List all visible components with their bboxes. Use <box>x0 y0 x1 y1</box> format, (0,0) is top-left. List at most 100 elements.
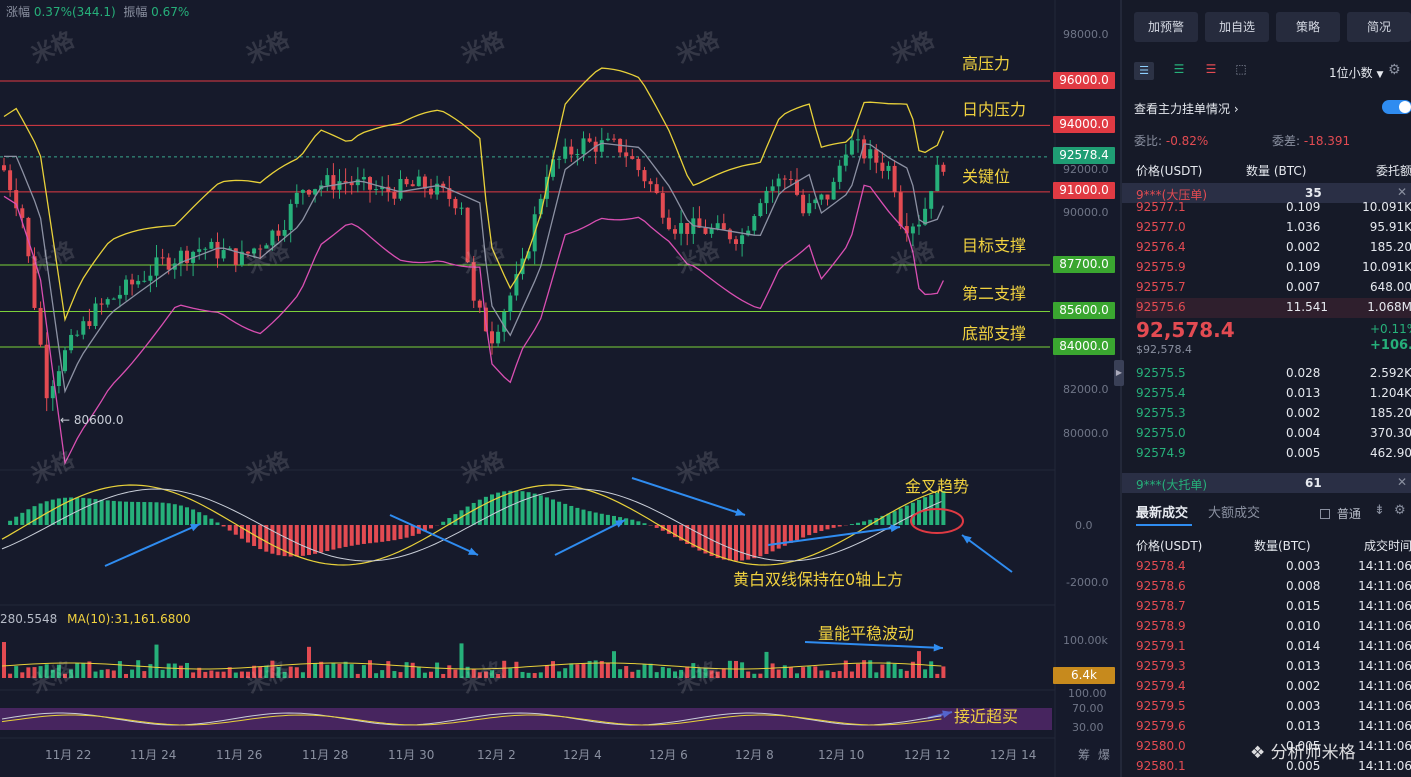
low-price-marker: ← 80600.0 <box>60 413 124 427</box>
trend-arrow <box>961 534 1013 573</box>
cell-price: 92579.3 <box>1136 659 1186 673</box>
macd-histogram-bar <box>288 525 293 557</box>
volume-bar <box>471 669 476 678</box>
active-tab-indicator <box>1136 524 1192 526</box>
volume-bar <box>453 669 458 678</box>
depth-toggle[interactable] <box>1382 100 1411 114</box>
annotation-macd-note: 黄白双线保持在0轴上方 <box>733 570 904 589</box>
trade-row[interactable]: 92578.4 0.003 14:11:06 <box>1136 557 1411 577</box>
volume-bar <box>14 666 19 678</box>
cell-value: 14:11:06 <box>1358 659 1411 673</box>
trade-row[interactable]: 92580.1 0.005 14:11:06 <box>1136 757 1411 777</box>
trade-row[interactable]: 92579.6 0.013 14:11:06 <box>1136 717 1411 737</box>
header-amount[interactable]: 数量 (BTC) <box>1246 164 1307 178</box>
close-icon[interactable]: ✕ <box>1396 475 1407 489</box>
trade-header-amount[interactable]: 数量(BTC) <box>1254 539 1311 553</box>
trade-row[interactable]: 92580.0 0.005 14:11:06 <box>1136 737 1411 757</box>
collapse-panel-handle[interactable]: ▶ <box>1114 360 1124 386</box>
trade-row[interactable]: 92579.4 0.002 14:11:06 <box>1136 677 1411 697</box>
arrow-head <box>890 524 900 533</box>
settings-icon[interactable]: ⚙ <box>1394 503 1406 518</box>
trade-row[interactable]: 92579.3 0.013 14:11:06 <box>1136 657 1411 677</box>
chart-canvas[interactable] <box>0 0 1120 777</box>
add-watchlist-button[interactable]: 加自选 <box>1205 12 1269 42</box>
candle-body <box>746 230 751 236</box>
book-asks-icon[interactable]: ☰ <box>1205 62 1217 76</box>
trade-row[interactable]: 92578.9 0.010 14:11:06 <box>1136 617 1411 637</box>
bid-row[interactable]: 92575.3 0.002 185.20 <box>1136 404 1411 424</box>
macd-histogram-bar <box>673 525 677 538</box>
book-layout-icon[interactable]: ⬚ <box>1235 62 1247 76</box>
volume-bar <box>502 660 507 678</box>
candle-body <box>313 189 318 195</box>
candle-body <box>477 300 482 308</box>
book-bids-icon[interactable]: ☰ <box>1173 62 1185 76</box>
ask-row[interactable]: 92575.9 0.109 10.091K <box>1136 258 1411 278</box>
candle-body <box>807 203 812 214</box>
filter-icon[interactable]: ⇟ <box>1374 503 1385 518</box>
settings-icon[interactable]: ⚙ <box>1388 62 1401 78</box>
normal-filter[interactable]: 普通 <box>1320 505 1361 522</box>
macd-dif-line <box>1 484 942 566</box>
close-icon[interactable]: ✕ <box>1396 185 1407 199</box>
candle-body <box>343 181 348 183</box>
volume-bar <box>349 664 354 678</box>
arrow-head <box>933 643 943 652</box>
ask-row[interactable]: 92577.1 0.109 10.091K <box>1136 198 1411 218</box>
macd-histogram-bar <box>813 525 818 533</box>
price-axis-tick: 90000.0 <box>1063 206 1109 219</box>
candle-body <box>117 294 122 299</box>
trend-arrow <box>104 523 201 567</box>
candle-body <box>270 230 275 246</box>
overview-button[interactable]: 简况 <box>1347 12 1411 42</box>
candle-body <box>715 223 720 229</box>
trade-row[interactable]: 92579.1 0.014 14:11:06 <box>1136 637 1411 657</box>
trade-row[interactable]: 92578.6 0.008 14:11:06 <box>1136 577 1411 597</box>
volume-bar <box>807 666 812 678</box>
depth-title[interactable]: 查看主力挂单情况 › <box>1134 100 1239 117</box>
candle-body <box>81 321 86 335</box>
candle-body <box>795 179 799 195</box>
macd-histogram-bar <box>99 499 104 525</box>
candle-body <box>2 165 6 171</box>
candle-body <box>630 156 635 159</box>
trade-row[interactable]: 92579.5 0.003 14:11:06 <box>1136 697 1411 717</box>
corner-label[interactable]: 爆 <box>1098 748 1111 762</box>
decimal-select[interactable]: 1位小数 ▼ <box>1329 64 1383 81</box>
tab-large-trades[interactable]: 大额成交 <box>1208 506 1261 521</box>
volume-bar <box>697 668 702 678</box>
macd-histogram-bar <box>93 499 98 525</box>
candle-body <box>837 165 842 182</box>
trend-arrow <box>389 514 479 556</box>
macd-histogram-bar <box>38 503 43 525</box>
ask-row[interactable]: 92577.0 1.036 95.91K <box>1136 218 1411 238</box>
bid-row[interactable]: 92575.4 0.013 1.204K <box>1136 384 1411 404</box>
candle-body <box>136 280 141 285</box>
book-both-icon[interactable]: ☰ <box>1134 62 1154 80</box>
tab-latest-trades[interactable]: 最新成交 <box>1136 506 1189 521</box>
volume-bar <box>862 660 867 678</box>
header-total[interactable]: 委托额 <box>1375 164 1411 178</box>
bid-row[interactable]: 92575.5 0.028 2.592K <box>1136 364 1411 384</box>
add-alert-button[interactable]: 加预警 <box>1134 12 1198 42</box>
bid-row[interactable]: 92574.9 0.005 462.90 <box>1136 444 1411 464</box>
cell-amount: 0.002 <box>1286 406 1321 420</box>
strategy-button[interactable]: 策略 <box>1276 12 1340 42</box>
candlestick-chart-area[interactable]: 涨幅 0.37%(344.1) 振幅 0.67% 高压力 日内压力 关键位 目标… <box>0 0 1120 777</box>
checkbox-icon[interactable] <box>1320 509 1330 519</box>
cell-value: 14:11:06 <box>1358 699 1411 713</box>
trade-row[interactable]: 92578.7 0.015 14:11:06 <box>1136 597 1411 617</box>
volume-bar <box>526 672 531 678</box>
macd-histogram-bar <box>599 513 604 525</box>
ask-row[interactable]: 92576.4 0.002 185.20 <box>1136 238 1411 258</box>
ask-row[interactable]: 92575.7 0.007 648.00 <box>1136 278 1411 298</box>
volume-bar <box>770 663 775 678</box>
corner-label[interactable]: 筹 <box>1078 748 1091 762</box>
bid-row[interactable]: 92575.0 0.004 370.30 <box>1136 424 1411 444</box>
macd-histogram-bar <box>355 525 360 545</box>
order-ratio: 委比: -0.82% <box>1134 132 1208 149</box>
ask-row[interactable]: 92575.6 11.541 1.068M <box>1136 298 1411 318</box>
date-tick: 12月 8 <box>735 748 774 762</box>
cell-price: 92575.5 <box>1136 366 1186 380</box>
candle-body <box>233 248 238 265</box>
